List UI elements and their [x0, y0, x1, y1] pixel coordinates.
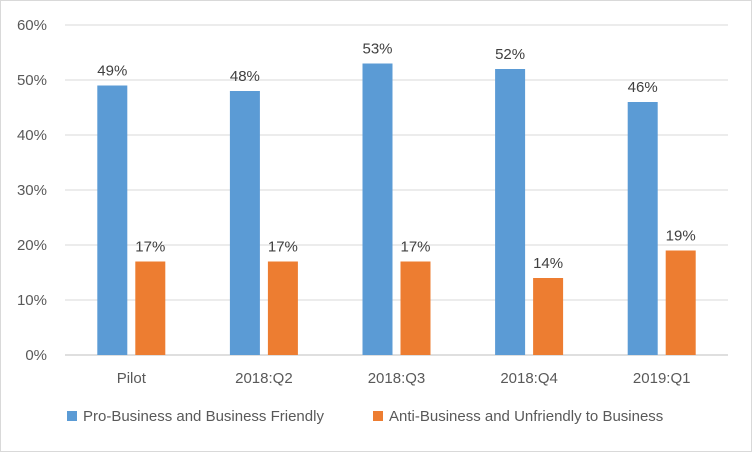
legend-label: Anti-Business and Unfriendly to Business: [389, 408, 663, 425]
legend-label: Pro-Business and Business Friendly: [83, 408, 324, 425]
bar-pro-business: [229, 91, 260, 355]
x-axis: Pilot 2018:Q2 2018:Q3 2018:Q4 2019:Q1: [117, 370, 691, 387]
gridlines: [65, 24, 728, 356]
bar-anti-business: [267, 261, 298, 355]
y-tick-label: 10%: [17, 292, 47, 309]
data-label: 17%: [268, 239, 298, 256]
data-label: 17%: [400, 239, 430, 256]
y-tick-label: 30%: [17, 182, 47, 199]
data-label: 46%: [628, 79, 658, 96]
x-tick-label: Pilot: [117, 370, 147, 387]
bar-anti-business: [665, 250, 696, 355]
bar-anti-business: [135, 261, 166, 355]
data-label: 19%: [666, 228, 696, 245]
x-tick-label: 2018:Q3: [368, 370, 426, 387]
data-label: 52%: [495, 46, 525, 63]
legend: Pro-Business and Business Friendly Anti-B…: [67, 408, 663, 425]
data-label: 49%: [97, 63, 127, 80]
bar-pro-business: [97, 85, 128, 355]
bar-anti-business: [533, 278, 564, 355]
y-axis: 0% 10% 20% 30% 40% 50% 60%: [17, 17, 47, 364]
bar-pro-business: [362, 63, 393, 355]
bar-pro-business: [627, 102, 658, 355]
bar-pro-business: [495, 69, 526, 355]
y-tick-label: 50%: [17, 72, 47, 89]
legend-swatch: [67, 411, 77, 421]
bars: [97, 63, 696, 355]
x-tick-label: 2018:Q2: [235, 370, 293, 387]
x-tick-label: 2019:Q1: [633, 370, 691, 387]
bar-anti-business: [400, 261, 431, 355]
y-tick-label: 40%: [17, 127, 47, 144]
data-label: 53%: [362, 41, 392, 58]
data-label: 17%: [135, 239, 165, 256]
data-label: 14%: [533, 255, 563, 272]
y-tick-label: 60%: [17, 17, 47, 34]
y-tick-label: 20%: [17, 237, 47, 254]
legend-swatch: [373, 411, 383, 421]
data-labels: 49% 17% 48% 17% 53% 17% 52% 14% 46% 19%: [97, 41, 695, 273]
data-label: 48%: [230, 68, 260, 85]
x-tick-label: 2018:Q4: [500, 370, 558, 387]
y-tick-label: 0%: [25, 347, 47, 364]
